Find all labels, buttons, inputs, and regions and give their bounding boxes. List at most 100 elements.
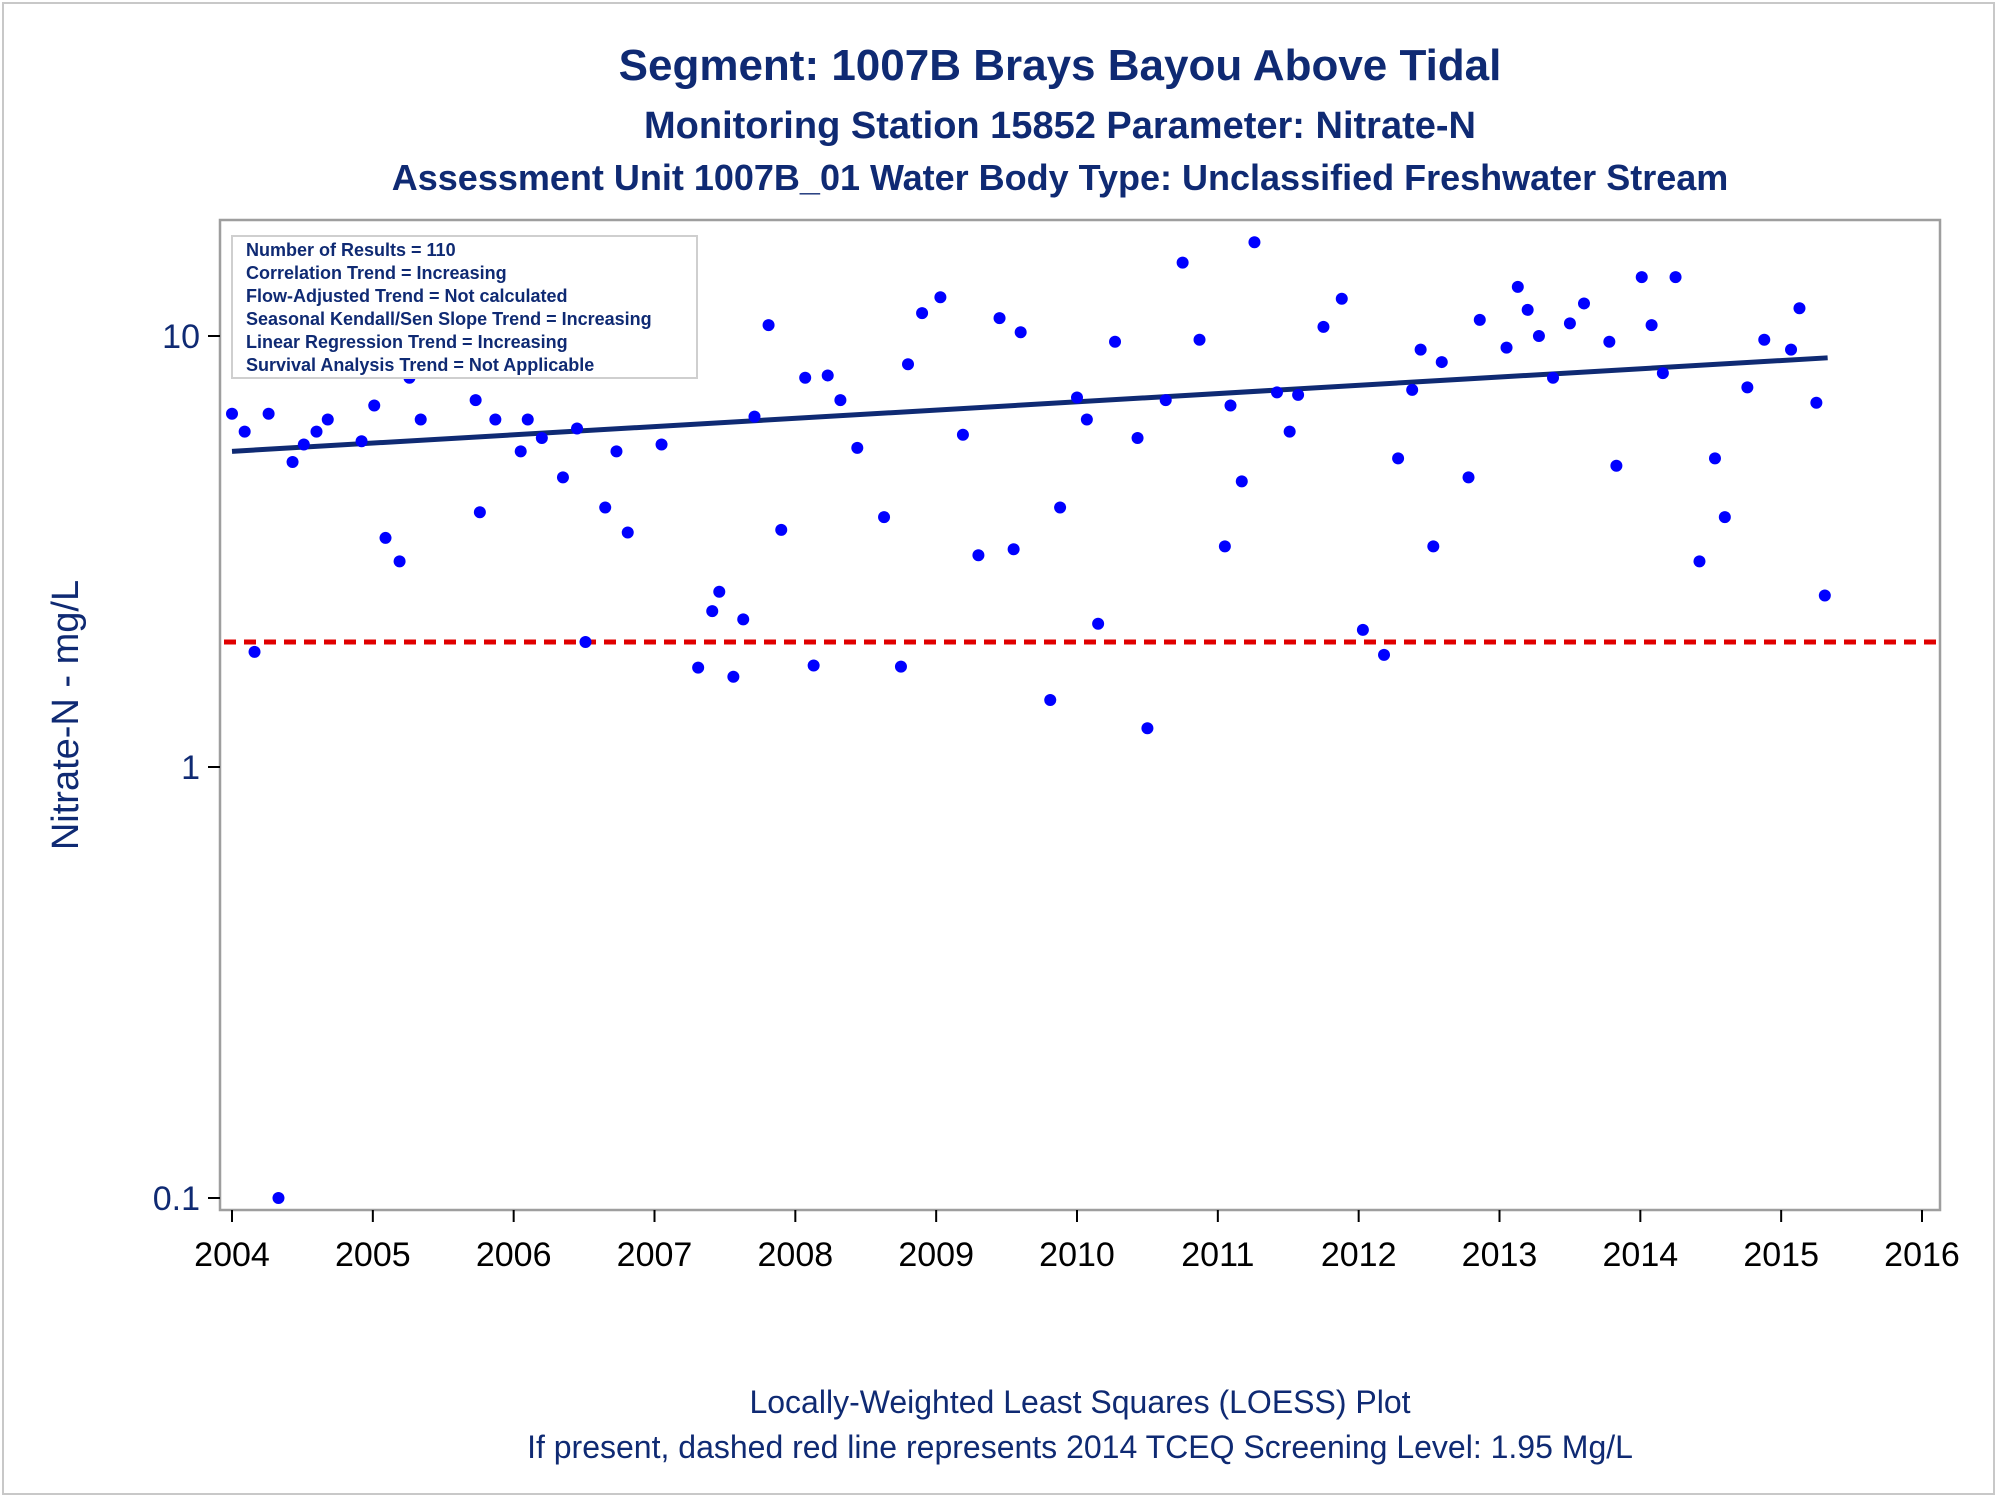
data-point (1435, 356, 1448, 369)
data-point (1693, 555, 1706, 568)
data-point (393, 555, 406, 568)
chart-subtitle-2: Assessment Unit 1007B_01 Water Body Type… (392, 157, 1729, 198)
x-tick-label: 2004 (194, 1236, 270, 1274)
x-tick-label: 2005 (335, 1236, 411, 1274)
data-point (692, 661, 705, 674)
data-point (1718, 511, 1731, 524)
data-point (1356, 623, 1369, 636)
data-point (571, 422, 584, 435)
data-point (262, 407, 275, 420)
data-point (834, 394, 847, 407)
data-point (1578, 297, 1590, 310)
data-point (1054, 501, 1067, 514)
data-point (916, 307, 929, 320)
data-point (1473, 313, 1486, 326)
data-point (521, 413, 534, 426)
data-point (1235, 475, 1248, 488)
data-point (821, 369, 834, 382)
data-point (1500, 341, 1513, 354)
data-point (556, 471, 569, 484)
data-point (713, 585, 726, 598)
x-tick-label: 2012 (1321, 1236, 1397, 1274)
data-point (737, 613, 750, 626)
data-point (799, 371, 812, 384)
data-point (972, 549, 985, 562)
data-point (1511, 280, 1524, 293)
data-point (1427, 540, 1440, 553)
data-point (473, 506, 486, 519)
footnote-1: Locally-Weighted Least Squares (LOESS) P… (749, 1384, 1410, 1420)
data-points (226, 236, 1831, 1204)
data-point (238, 425, 251, 438)
data-point (286, 456, 299, 469)
data-point (297, 438, 310, 451)
info-line: Number of Results = 110 (246, 240, 456, 260)
info-line: Flow-Adjusted Trend = Not calculated (246, 286, 568, 306)
data-point (599, 501, 612, 514)
trend-summary-box: Number of Results = 110 Correlation Tren… (231, 235, 698, 379)
data-point (1131, 431, 1144, 444)
footnote-2: If present, dashed red line represents 2… (527, 1429, 1633, 1465)
y-axis: 0.1 1 10 (153, 318, 220, 1218)
data-point (310, 425, 323, 438)
data-point (1248, 236, 1261, 249)
data-point (1109, 335, 1122, 348)
x-tick-label: 2010 (1039, 1236, 1115, 1274)
trend-summary-border (231, 235, 698, 379)
plot-area (218, 218, 1942, 1212)
data-point (956, 428, 969, 441)
data-point (1406, 383, 1419, 396)
data-point (1159, 394, 1172, 407)
data-point (1218, 540, 1231, 553)
info-line: Seasonal Kendall/Sen Slope Trend = Incre… (246, 309, 652, 329)
x-tick-label: 2009 (898, 1236, 974, 1274)
y-tick-label: 1 (181, 749, 200, 787)
x-tick-label: 2015 (1743, 1236, 1819, 1274)
data-point (878, 511, 891, 524)
data-point (1007, 543, 1020, 556)
info-line: Linear Regression Trend = Increasing (246, 332, 568, 352)
data-point (1603, 335, 1616, 348)
data-point (706, 605, 719, 618)
data-point (775, 523, 788, 536)
data-point (655, 438, 668, 451)
data-point (272, 1192, 285, 1204)
y-tick-label: 0.1 (153, 1180, 200, 1218)
data-point (414, 413, 427, 426)
y-tick-label: 10 (162, 318, 200, 356)
data-point (1563, 317, 1576, 330)
data-point (469, 394, 482, 407)
data-point (1462, 471, 1475, 484)
x-tick-label: 2006 (476, 1236, 552, 1274)
data-point (1785, 343, 1798, 356)
data-point (579, 635, 592, 648)
data-point (727, 670, 740, 683)
data-point (1335, 292, 1348, 305)
data-point (1669, 271, 1682, 284)
data-point (1224, 399, 1237, 412)
data-point (1758, 333, 1771, 346)
data-point (1378, 648, 1391, 661)
data-point (1014, 326, 1027, 339)
info-line: Survival Analysis Trend = Not Applicable (246, 355, 594, 375)
data-point (1818, 589, 1831, 602)
data-point (934, 291, 947, 304)
data-point (1547, 371, 1560, 384)
data-point (1414, 343, 1427, 356)
x-tick-label: 2013 (1462, 1236, 1538, 1274)
data-point (489, 413, 502, 426)
data-point (1270, 386, 1283, 399)
data-point (1708, 452, 1721, 465)
data-point (894, 660, 907, 673)
chart-subtitle: Monitoring Station 15852 Parameter: Nitr… (644, 105, 1476, 147)
data-point (1141, 722, 1154, 735)
data-point (1292, 388, 1305, 401)
data-point (1176, 256, 1189, 269)
data-point (514, 445, 527, 458)
y-axis-label: Nitrate-N - mg/L (45, 580, 87, 850)
data-point (902, 358, 914, 371)
data-point (1044, 694, 1057, 707)
data-point (748, 410, 761, 423)
data-point (1810, 396, 1823, 409)
